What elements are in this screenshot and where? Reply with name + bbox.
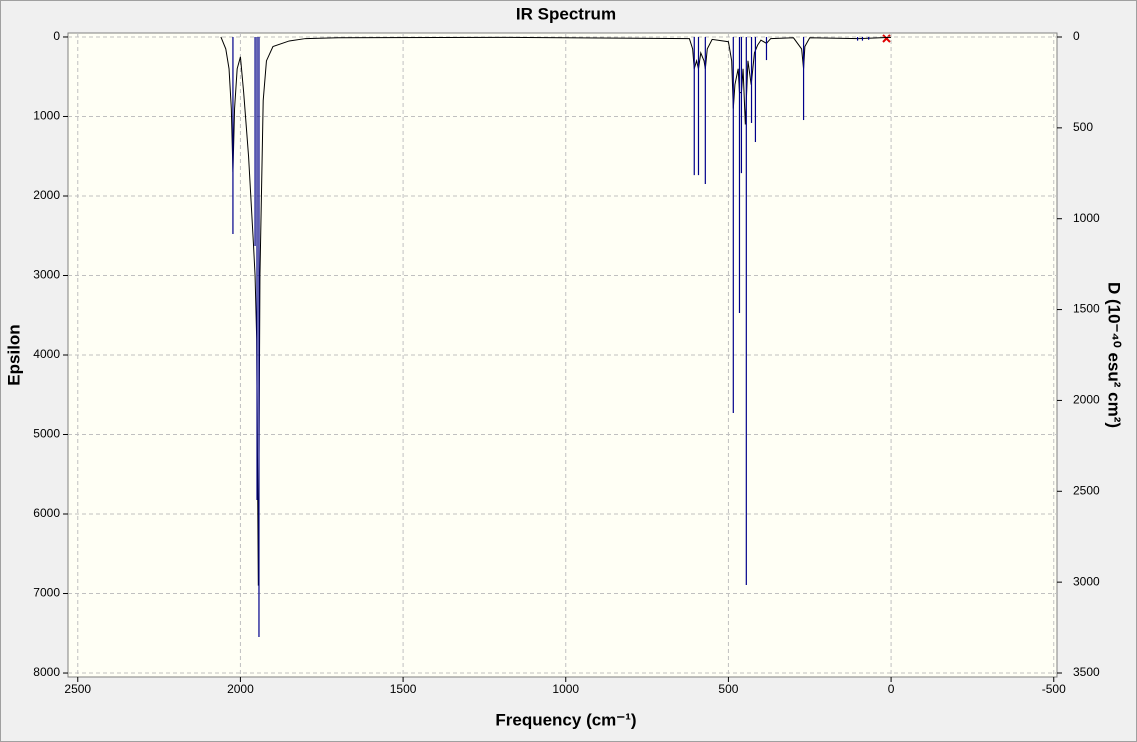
x-tick-label: 1000 [552,682,579,696]
y-tick-label: 5000 [33,427,60,441]
y-axis-label: Epsilon [4,324,23,385]
x-tick-label: 2500 [64,682,91,696]
x-tick-label: 2000 [227,682,254,696]
y-tick-label: 1000 [33,109,60,123]
y-tick-label: 3000 [33,268,60,282]
y-tick-label: 7000 [33,586,60,600]
y2-tick-label: 2000 [1073,393,1100,407]
y2-tick-label: 3500 [1073,665,1100,679]
y2-tick-label: 0 [1073,29,1080,43]
x-axis-label: Frequency (cm⁻¹) [495,710,636,729]
x-tick-label: 1500 [390,682,417,696]
x-tick-label: -500 [1042,682,1066,696]
chart-title: IR Spectrum [516,4,616,23]
x-tick-label: 500 [718,682,738,696]
y2-axis-label: D (10⁻⁴⁰ esu² cm²) [1105,282,1124,428]
y2-tick-label: 500 [1073,120,1093,134]
x-tick-label: 0 [888,682,895,696]
spectrum-line [220,36,892,586]
y2-tick-label: 1500 [1073,302,1100,316]
y-tick-label: 0 [53,29,60,43]
y-tick-label: 8000 [33,665,60,679]
y2-tick-label: 3000 [1073,574,1100,588]
marker [882,34,891,43]
y-tick-label: 2000 [33,188,60,202]
y2-tick-label: 2500 [1073,483,1100,497]
y-tick-label: 4000 [33,347,60,361]
y-tick-label: 6000 [33,506,60,520]
y2-tick-label: 1000 [1073,211,1100,225]
